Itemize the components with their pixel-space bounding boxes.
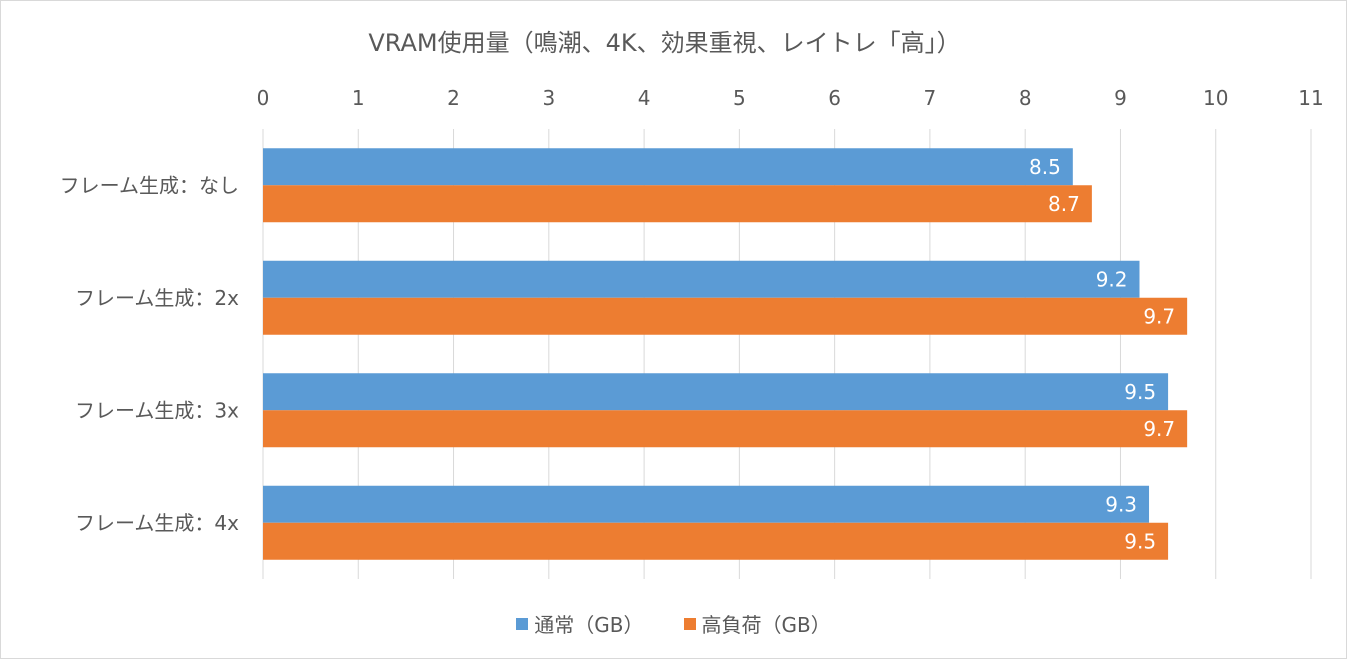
data-label: 9.3 — [1105, 492, 1137, 516]
category-label: フレーム生成：3x — [75, 398, 239, 422]
category-label: フレーム生成：なし — [60, 173, 239, 197]
data-label: 9.5 — [1124, 380, 1156, 404]
data-label: 8.5 — [1029, 155, 1061, 179]
legend-swatch-normal — [516, 617, 529, 630]
x-tick-label: 5 — [733, 86, 746, 110]
data-label: 9.7 — [1143, 304, 1175, 328]
x-tick-label: 8 — [1019, 86, 1032, 110]
legend-label-normal: 通常（GB） — [534, 613, 644, 637]
x-tick-label: 1 — [352, 86, 365, 110]
bar-high-load — [263, 297, 1188, 335]
data-label: 9.2 — [1096, 267, 1128, 291]
x-tick-label: 10 — [1203, 86, 1228, 110]
legend-item-high-load: 高負荷（GB） — [683, 609, 831, 638]
bar-high-load — [263, 522, 1169, 560]
legend-item-normal: 通常（GB） — [516, 609, 644, 638]
x-tick-label: 2 — [447, 86, 460, 110]
x-tick-label: 7 — [924, 86, 937, 110]
data-label: 9.7 — [1143, 417, 1175, 441]
bar-normal — [263, 148, 1073, 186]
bar-normal — [263, 485, 1150, 523]
x-tick-label: 0 — [257, 86, 270, 110]
bar-high-load — [263, 185, 1092, 223]
plot-area: 0 1 2 3 4 5 6 7 8 9 10 11 フレーム生成：なし 8.5 8.7 フレーム生成：2x 9.… — [60, 86, 1324, 579]
chart-title: VRAM使用量（鳴潮、4K、効果重視、レイトレ「高」） — [368, 29, 961, 57]
legend-label-high-load: 高負荷（GB） — [701, 613, 831, 637]
x-tick-label: 4 — [638, 86, 651, 110]
category-label: フレーム生成：2x — [75, 286, 239, 310]
data-label: 8.7 — [1048, 192, 1080, 216]
legend: 通常（GB） 高負荷（GB） — [1, 609, 1346, 638]
legend-swatch-high-load — [683, 617, 696, 630]
x-tick-label: 9 — [1114, 86, 1127, 110]
x-tick-label: 3 — [542, 86, 555, 110]
x-tick-label: 11 — [1298, 86, 1323, 110]
bar-normal — [263, 260, 1140, 298]
data-label: 9.5 — [1124, 529, 1156, 553]
bar-normal — [263, 373, 1169, 411]
bar-high-load — [263, 410, 1188, 448]
category-label: フレーム生成：4x — [75, 511, 239, 535]
x-tick-label: 6 — [828, 86, 841, 110]
